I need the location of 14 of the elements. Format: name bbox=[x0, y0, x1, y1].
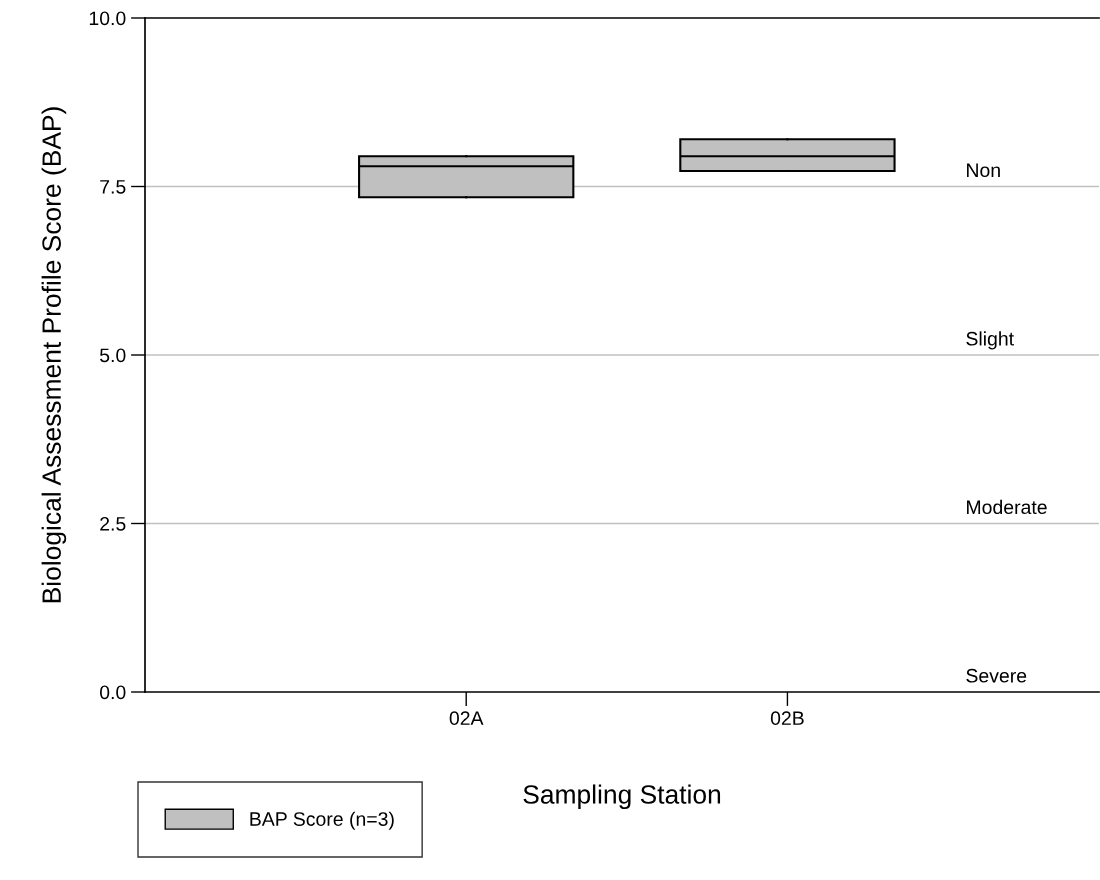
y-tick-label: 7.5 bbox=[100, 180, 126, 194]
y-tick-label: 2.5 bbox=[100, 516, 126, 531]
x-axis-title: Sampling Station bbox=[523, 784, 721, 810]
ref-line-label: Non bbox=[967, 163, 1000, 178]
ref-line-label: Slight bbox=[966, 331, 1014, 350]
legend-label: BAP Score (n=3) bbox=[250, 811, 394, 830]
y-axis-title: Biological Assessment Profile Score (BAP) bbox=[41, 107, 67, 603]
ref-line-label: Moderate bbox=[967, 499, 1047, 515]
annotation: Severe bbox=[966, 668, 1027, 683]
x-tick-label: 02B bbox=[770, 711, 804, 726]
y-tick-label: 0.0 bbox=[99, 685, 126, 700]
y-tick-label: 5.0 bbox=[100, 348, 126, 363]
x-tick-label: 02A bbox=[449, 711, 484, 726]
y-tick-label: 10.0 bbox=[89, 11, 126, 26]
